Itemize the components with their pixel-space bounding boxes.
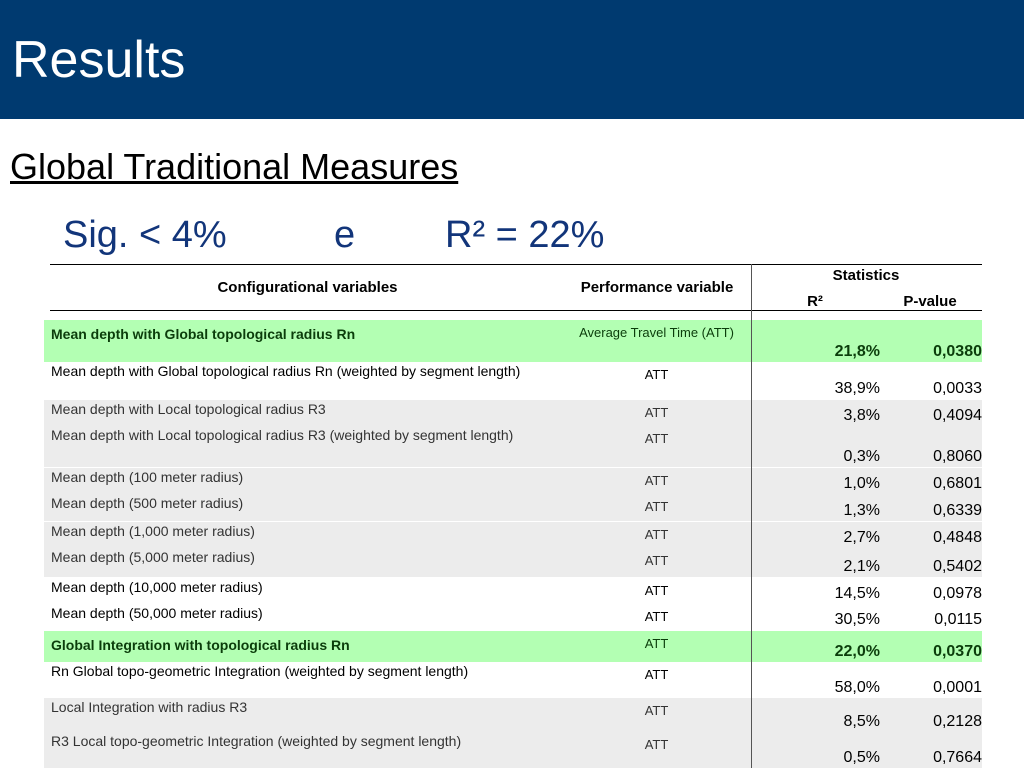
slide-title: Results [12,31,186,89]
performance-cell: ATT [644,636,669,651]
connector-text: e [334,214,356,256]
variable-cell: Mean depth with Global topological radiu… [51,363,521,379]
variable-cell: Mean depth (100 meter radius) [51,469,244,485]
variable-cell: Mean depth with Local topological radius… [51,427,514,443]
pvalue-cell: 0,0115 [934,611,982,628]
column-header: Statistics [832,267,900,284]
column-header: Performance variable [580,279,734,296]
r2-cell: 1,0% [843,475,880,492]
performance-cell: ATT [644,499,669,514]
table-rule [50,264,982,265]
pvalue-cell: 0,6339 [933,502,982,519]
variable-cell: Rn Global topo-geometric Integration (we… [51,663,469,679]
r2-cell: 2,1% [843,558,880,575]
variable-cell: Mean depth (1,000 meter radius) [51,523,255,539]
title-bar [0,0,1024,119]
table-row: Mean depth with Global topological radiu… [44,362,982,399]
r2-cell: 0,3% [843,448,880,465]
variable-cell: Mean depth (50,000 meter radius) [51,605,263,621]
r2-cell: 21,8% [834,343,880,360]
table-row: R3 Local topo-geometric Integration (wei… [44,732,982,768]
table-row: Local Integration with radius R3 ATT 8,5% 0… [44,698,982,732]
r2-cell: 22,0% [834,643,880,660]
pvalue-cell: 0,0978 [933,585,982,602]
performance-cell: ATT [644,431,669,446]
variable-cell: Mean depth (5,000 meter radius) [51,549,255,565]
performance-cell: ATT [644,737,669,752]
pvalue-cell: 0,4848 [933,529,982,546]
pvalue-cell: 0,5402 [933,558,982,575]
table-row: Mean depth (10,000 meter radius) ATT 14,5%… [44,578,982,604]
column-header: Configurational variables [217,279,398,296]
variable-cell: R3 Local topo-geometric Integration (wei… [51,733,462,749]
table-row: Mean depth (1,000 meter radius) ATT 2,7% 0,… [44,522,982,548]
sig-text: Sig. < 4% [63,214,227,256]
performance-cell: ATT [644,553,669,568]
r2-cell: 30,5% [834,611,880,628]
pvalue-cell: 0,2128 [933,713,982,730]
performance-cell: ATT [644,667,669,682]
r2-text: R² = 22% [445,214,605,256]
variable-cell: Global Integration with topological radi… [51,637,350,653]
r2-cell: 8,5% [843,713,880,730]
column-header: R² [807,293,823,310]
table-row: Mean depth (5,000 meter radius) ATT 2,1% 0,… [44,548,982,577]
table-row: Rn Global topo-geometric Integration (we… [44,662,982,698]
performance-cell: ATT [644,703,669,718]
table-row: Mean depth (50,000 meter radius) ATT 30,5%… [44,604,982,630]
pvalue-cell: 0,0001 [933,679,982,696]
subtitle: Global Traditional Measures [10,146,459,187]
pvalue-cell: 0,0380 [933,343,982,360]
table-row: Mean depth with Global topological radiu… [44,320,982,362]
performance-cell: ATT [644,367,669,382]
performance-cell: ATT [644,527,669,542]
variable-cell: Mean depth with Global topological radiu… [51,326,356,342]
r2-cell: 38,9% [834,380,880,397]
r2-cell: 14,5% [834,585,880,602]
pvalue-cell: 0,6801 [933,475,982,492]
column-header: P-value [903,293,957,310]
variable-cell: Mean depth (500 meter radius) [51,495,244,511]
r2-cell: 2,7% [843,529,880,546]
table-row: Mean depth (100 meter radius) ATT 1,0% 0,68… [44,468,982,494]
variable-cell: Mean depth (10,000 meter radius) [51,579,263,595]
performance-cell: ATT [644,405,669,420]
r2-cell: 1,3% [843,502,880,519]
table-row: Mean depth (500 meter radius) ATT 1,3% 0,63… [44,494,982,521]
performance-cell: ATT [644,609,669,624]
r2-cell: 0,5% [843,749,880,766]
table-rule [50,310,982,311]
r2-cell: 3,8% [843,407,880,424]
performance-cell: ATT [644,473,669,488]
pvalue-cell: 0,0370 [933,643,982,660]
pvalue-cell: 0,0033 [933,380,982,397]
table-row: Global Integration with topological radi… [44,631,982,662]
pvalue-cell: 0,8060 [933,448,982,465]
table-row: Mean depth with Local topological radius… [44,400,982,426]
variable-cell: Mean depth with Local topological radius… [51,401,326,417]
pvalue-cell: 0,7664 [933,749,982,766]
pvalue-cell: 0,4094 [933,407,982,424]
performance-cell: ATT [644,583,669,598]
table-row: Mean depth with Local topological radius… [44,426,982,467]
variable-cell: Local Integration with radius R3 [51,699,248,715]
r2-cell: 58,0% [834,679,880,696]
column-divider [751,264,752,768]
performance-cell: Average Travel Time (ATT) [579,325,734,340]
